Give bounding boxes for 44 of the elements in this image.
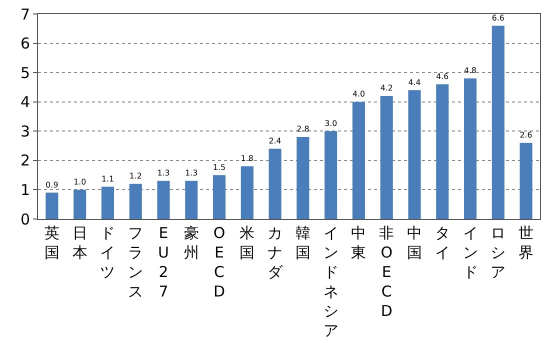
y-tick-label: 2	[20, 152, 30, 170]
x-tick-label: タイ	[434, 224, 450, 262]
x-tick-label: インド	[462, 224, 478, 281]
y-tick-label: 4	[20, 93, 30, 112]
bar	[46, 192, 58, 219]
x-tick-label: 非OECD	[379, 224, 394, 320]
x-tick-label: ロシア	[490, 224, 506, 281]
x-tick-label: OECD	[213, 224, 226, 300]
bar	[324, 131, 338, 219]
x-tick-label: 中国	[407, 224, 422, 262]
bar	[185, 180, 198, 219]
bar	[268, 148, 282, 219]
y-tick-label: 1	[20, 180, 30, 199]
x-tick-label: 韓国	[295, 224, 310, 262]
x-tick-label: 英国	[44, 224, 60, 262]
x-tick-label: 豪州	[184, 224, 199, 262]
bar	[492, 26, 504, 219]
y-tick-label: 7	[20, 5, 30, 24]
bar	[101, 186, 114, 219]
x-tick-label: フランス	[128, 224, 144, 300]
bar	[129, 184, 142, 219]
x-tick-label: 世界	[518, 224, 534, 262]
y-tick-label: 0	[20, 210, 30, 228]
bar	[408, 90, 421, 219]
bar	[520, 142, 532, 219]
x-tick-label: EU27	[158, 224, 169, 300]
x-tick-label: 日本	[72, 224, 88, 262]
x-tick-label: 中東	[351, 224, 366, 262]
bar	[380, 96, 393, 219]
bar	[296, 137, 310, 219]
y-tick-label: 3	[20, 122, 30, 140]
bar	[436, 84, 449, 219]
bar	[157, 180, 170, 219]
bar	[74, 190, 86, 219]
x-tick-label: インドネシア	[323, 224, 338, 340]
x-tick-label: 米国	[240, 224, 255, 262]
x-tick-label: カナダ	[268, 224, 284, 281]
y-tick-label: 6	[20, 34, 30, 53]
bar	[213, 175, 226, 219]
x-tick-label: ドイツ	[100, 224, 116, 281]
bar	[240, 166, 254, 219]
bar	[464, 78, 477, 219]
bar	[352, 102, 365, 219]
y-tick-label: 5	[20, 64, 30, 82]
